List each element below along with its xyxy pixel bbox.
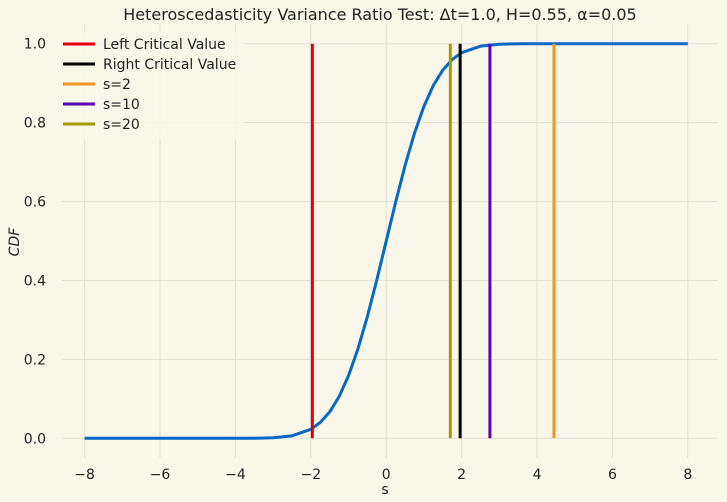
x-tick-label: 2 xyxy=(457,467,466,483)
y-tick-label: 0.0 xyxy=(24,431,46,447)
y-tick-label: 1.0 xyxy=(24,37,46,53)
x-tick-label: −2 xyxy=(301,467,322,483)
x-tick-label: −8 xyxy=(74,467,95,483)
y-tick-label: 0.4 xyxy=(24,273,46,289)
y-tick-label: 0.2 xyxy=(24,352,46,368)
x-tick-label: 4 xyxy=(533,467,542,483)
vertical-lines-group xyxy=(310,43,556,439)
cdf-curve-group xyxy=(84,42,688,440)
chart-title: Heteroscedasticity Variance Ratio Test: … xyxy=(123,5,636,24)
x-tick-label: −6 xyxy=(150,467,171,483)
x-axis-label: s xyxy=(381,482,388,498)
legend-label: s=20 xyxy=(103,117,140,133)
legend-box xyxy=(56,32,244,140)
ticks-group: −8 −6 −4 −2 0 2 4 6 8 0.0 0.2 0.4 0.6 0.8 1.0 xyxy=(24,37,693,483)
y-axis-label: CDF xyxy=(7,227,23,257)
y-tick-label: 0.6 xyxy=(24,195,46,211)
x-tick-label: 6 xyxy=(608,467,617,483)
legend-label: s=2 xyxy=(103,77,131,93)
legend: Left Critical Value Right Critical Value s… xyxy=(56,32,244,140)
cdf-line xyxy=(84,42,688,440)
y-tick-label: 0.8 xyxy=(24,116,46,132)
legend-label: Right Critical Value xyxy=(103,57,236,73)
x-tick-label: 0 xyxy=(382,467,391,483)
x-tick-label: 8 xyxy=(683,467,692,483)
legend-label: Left Critical Value xyxy=(103,37,226,53)
x-tick-label: −4 xyxy=(225,467,246,483)
legend-label: s=10 xyxy=(103,97,140,113)
